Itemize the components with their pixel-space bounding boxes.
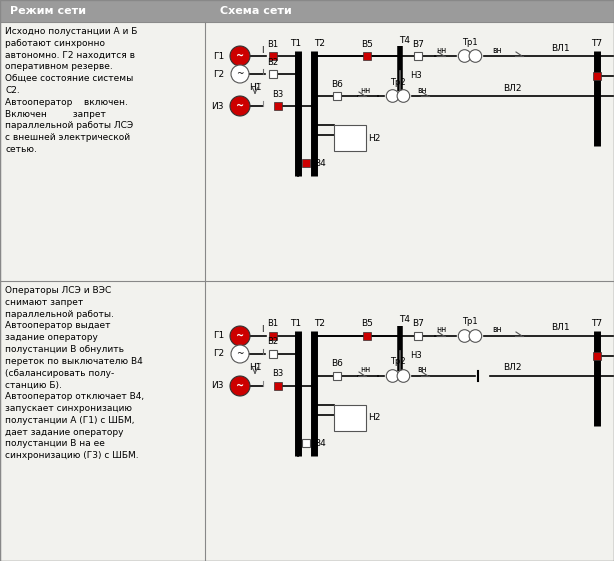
Text: Г1: Г1	[212, 52, 224, 61]
Text: В4: В4	[314, 439, 326, 448]
Bar	[302, 159, 310, 167]
Text: И3: И3	[211, 381, 224, 390]
Bar	[269, 52, 277, 60]
Text: вн: вн	[417, 366, 427, 375]
Text: В2: В2	[268, 57, 279, 67]
Text: В5: В5	[361, 320, 373, 329]
Bar	[414, 52, 422, 60]
Text: Н3: Н3	[410, 71, 422, 80]
Text: ВЛ1: ВЛ1	[551, 44, 569, 53]
Text: Г2: Г2	[213, 70, 224, 79]
Circle shape	[230, 96, 250, 116]
Text: ВЛ1: ВЛ1	[551, 324, 569, 333]
Text: В1: В1	[268, 39, 279, 48]
Bar	[274, 102, 282, 110]
Text: Схема сети: Схема сети	[220, 6, 292, 16]
Bar	[333, 92, 341, 100]
Text: Н2: Н2	[368, 413, 380, 422]
Text: Н1: Н1	[249, 362, 261, 371]
Text: вн: вн	[492, 45, 502, 54]
Circle shape	[469, 330, 482, 342]
Text: В4: В4	[314, 159, 326, 168]
Text: ~: ~	[236, 350, 244, 358]
Text: Т2: Т2	[314, 39, 325, 48]
Text: В6: В6	[331, 360, 343, 369]
Text: ВЛ2: ВЛ2	[503, 84, 521, 93]
Text: нн: нн	[360, 366, 370, 375]
Bar	[0, 0, 614, 22]
Text: Режим сети: Режим сети	[10, 6, 86, 16]
Text: Н1: Н1	[249, 82, 261, 91]
Bar	[333, 372, 341, 380]
Text: В3: В3	[273, 90, 284, 99]
Text: Т7: Т7	[591, 319, 602, 328]
Circle shape	[230, 376, 250, 396]
Text: В3: В3	[273, 370, 284, 379]
Text: Т4: Т4	[400, 315, 411, 324]
Text: Тр2: Тр2	[390, 77, 406, 86]
Text: В5: В5	[361, 39, 373, 48]
Text: ~: ~	[236, 51, 244, 61]
Text: Т1: Т1	[290, 39, 301, 48]
Bar	[593, 72, 601, 80]
Text: Тр1: Тр1	[462, 38, 478, 47]
Text: В7: В7	[412, 320, 424, 329]
Text: ~: ~	[236, 381, 244, 391]
Text: В2: В2	[268, 338, 279, 347]
Text: Т7: Т7	[591, 39, 602, 48]
Bar	[363, 52, 371, 60]
Text: В7: В7	[412, 39, 424, 48]
Text: вн: вн	[492, 325, 502, 334]
Text: Исходно полустанции А и Б
работают синхронно
автономно. Г2 находится в
оперативн: Исходно полустанции А и Б работают синхр…	[5, 27, 138, 154]
Circle shape	[386, 90, 399, 102]
Text: Тр1: Тр1	[462, 318, 478, 327]
Bar	[269, 70, 277, 78]
Text: Т2: Т2	[314, 319, 325, 328]
Text: И3: И3	[211, 102, 224, 111]
Text: ~: ~	[236, 70, 244, 79]
Circle shape	[397, 90, 410, 102]
Circle shape	[230, 326, 250, 346]
Text: Г2: Г2	[213, 350, 224, 358]
Text: вн: вн	[417, 85, 427, 94]
Circle shape	[458, 50, 471, 62]
Text: нн: нн	[436, 45, 446, 54]
Circle shape	[231, 65, 249, 83]
Bar	[593, 352, 601, 360]
Text: нн: нн	[436, 325, 446, 334]
Text: Тр2: Тр2	[390, 357, 406, 366]
Text: В1: В1	[268, 320, 279, 329]
Bar	[269, 332, 277, 340]
Circle shape	[386, 370, 399, 382]
Bar	[302, 439, 310, 447]
Bar	[334, 125, 366, 151]
Text: ~: ~	[236, 331, 244, 341]
Text: Операторы ЛСЭ и ВЭС
снимают запрет
параллельной работы.
Автооператор выдает
зада: Операторы ЛСЭ и ВЭС снимают запрет парал…	[5, 286, 144, 460]
Circle shape	[397, 370, 410, 382]
Text: ~: ~	[236, 101, 244, 111]
Text: В6: В6	[331, 80, 343, 89]
Text: Н3: Н3	[410, 351, 422, 360]
Circle shape	[469, 50, 482, 62]
Text: Т1: Т1	[290, 319, 301, 328]
Text: I: I	[261, 325, 263, 334]
Bar	[363, 332, 371, 340]
Bar	[274, 382, 282, 390]
Text: нн: нн	[360, 85, 370, 94]
Bar	[269, 350, 277, 358]
Circle shape	[230, 46, 250, 66]
Text: Г1: Г1	[212, 332, 224, 341]
Bar	[414, 332, 422, 340]
Circle shape	[458, 330, 471, 342]
Text: Т4: Т4	[400, 35, 411, 44]
Bar	[334, 405, 366, 431]
Text: ВЛ2: ВЛ2	[503, 364, 521, 373]
Text: Н2: Н2	[368, 134, 380, 142]
Text: I: I	[261, 45, 263, 54]
Circle shape	[231, 345, 249, 363]
